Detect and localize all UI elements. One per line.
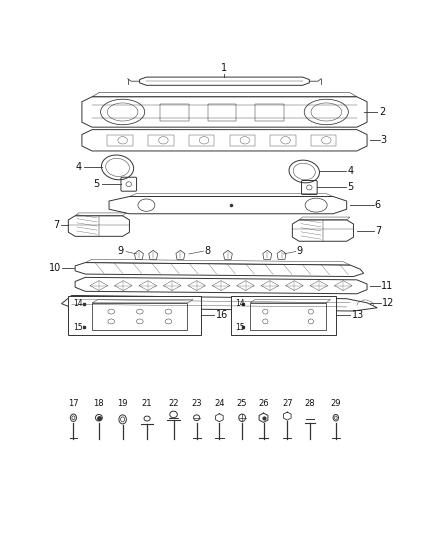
Text: 3: 3: [381, 135, 387, 146]
Text: 4: 4: [347, 166, 353, 176]
Text: 4: 4: [75, 163, 81, 172]
Text: 21: 21: [142, 399, 152, 408]
Text: 15: 15: [74, 324, 83, 332]
Text: 1: 1: [222, 63, 227, 73]
Text: 29: 29: [331, 399, 341, 408]
FancyBboxPatch shape: [231, 296, 336, 335]
FancyBboxPatch shape: [68, 296, 201, 335]
Text: 18: 18: [94, 399, 104, 408]
Text: 22: 22: [168, 399, 179, 408]
Text: 28: 28: [305, 399, 315, 408]
Text: 9: 9: [297, 246, 303, 256]
Text: 16: 16: [216, 310, 228, 320]
Text: 12: 12: [382, 298, 394, 308]
Text: 10: 10: [49, 263, 61, 273]
Text: 2: 2: [379, 107, 385, 117]
Text: 5: 5: [94, 179, 100, 189]
Text: 19: 19: [117, 399, 128, 408]
Text: 26: 26: [258, 399, 269, 408]
Text: 24: 24: [214, 399, 225, 408]
Text: 8: 8: [205, 246, 211, 256]
Text: 9: 9: [117, 246, 124, 256]
Text: 6: 6: [375, 200, 381, 210]
Text: 7: 7: [53, 220, 60, 230]
Text: 13: 13: [352, 310, 364, 320]
Text: 5: 5: [347, 182, 353, 192]
Text: 27: 27: [282, 399, 293, 408]
Text: 25: 25: [237, 399, 247, 408]
Text: 14: 14: [74, 299, 83, 308]
Text: 14: 14: [236, 299, 245, 308]
Text: 23: 23: [191, 399, 202, 408]
Text: 15: 15: [236, 324, 245, 332]
Text: 17: 17: [68, 399, 79, 408]
Text: 7: 7: [375, 225, 381, 236]
Text: 11: 11: [381, 281, 393, 292]
